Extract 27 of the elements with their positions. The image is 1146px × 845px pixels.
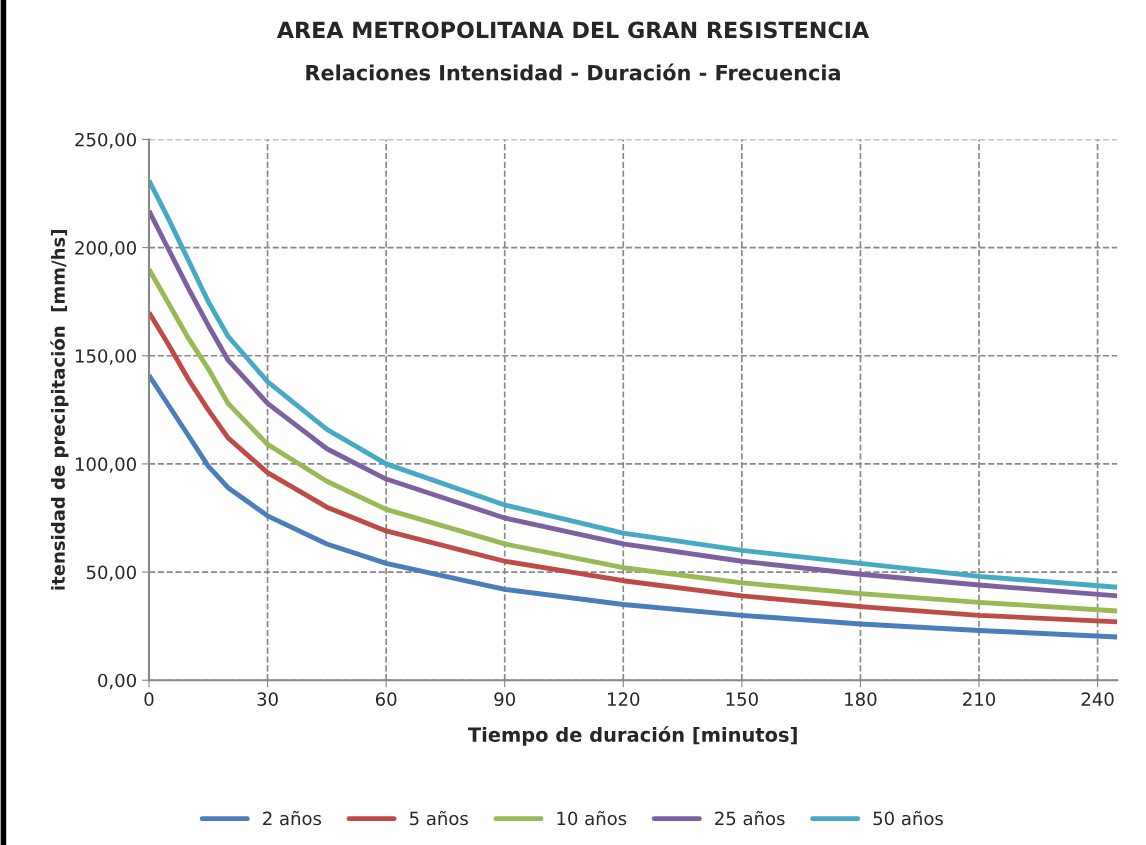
- y-tick-label: 0,00: [98, 673, 136, 690]
- x-tick-label: 60: [375, 692, 397, 707]
- y-tick-label: 50,00: [86, 565, 136, 582]
- x-tick-label: 120: [608, 692, 640, 707]
- x-tick-label: 180: [845, 692, 877, 707]
- x-tick-label: 150: [726, 692, 758, 707]
- chart-title: AREA METROPOLITANA DEL GRAN RESISTENCIA: [276, 21, 870, 39]
- legend-label: 5 años: [410, 810, 468, 826]
- legend-label: 50 años: [873, 810, 943, 826]
- x-tick-label: 30: [257, 692, 278, 707]
- chart-subtitle: Relaciones Intensidad - Duración - Frecuencia: [306, 63, 840, 81]
- x-tick-label: 240: [1081, 692, 1114, 707]
- y-tick-label: 100,00: [75, 457, 136, 473]
- y-tick-label: 200,00: [75, 241, 136, 257]
- legend-label: 25 años: [715, 810, 785, 826]
- legend-label: 2 años: [263, 810, 322, 826]
- line-series: [148, 266, 1118, 614]
- x-tick-label: 90: [494, 692, 515, 707]
- y-tick-label: 250,00: [75, 132, 136, 149]
- legend-label: 10 años: [557, 810, 627, 826]
- y-tick-label: 150,00: [75, 349, 136, 365]
- x-axis-title: Tiempo de duración [minutos]: [467, 726, 797, 746]
- line-series: [148, 310, 1118, 625]
- y-axis-title: itensidad de precipitación [mm/hs]: [50, 230, 69, 590]
- x-tick-label: 0: [144, 692, 154, 707]
- line-series: [148, 372, 1118, 640]
- x-tick-label: 210: [963, 692, 996, 707]
